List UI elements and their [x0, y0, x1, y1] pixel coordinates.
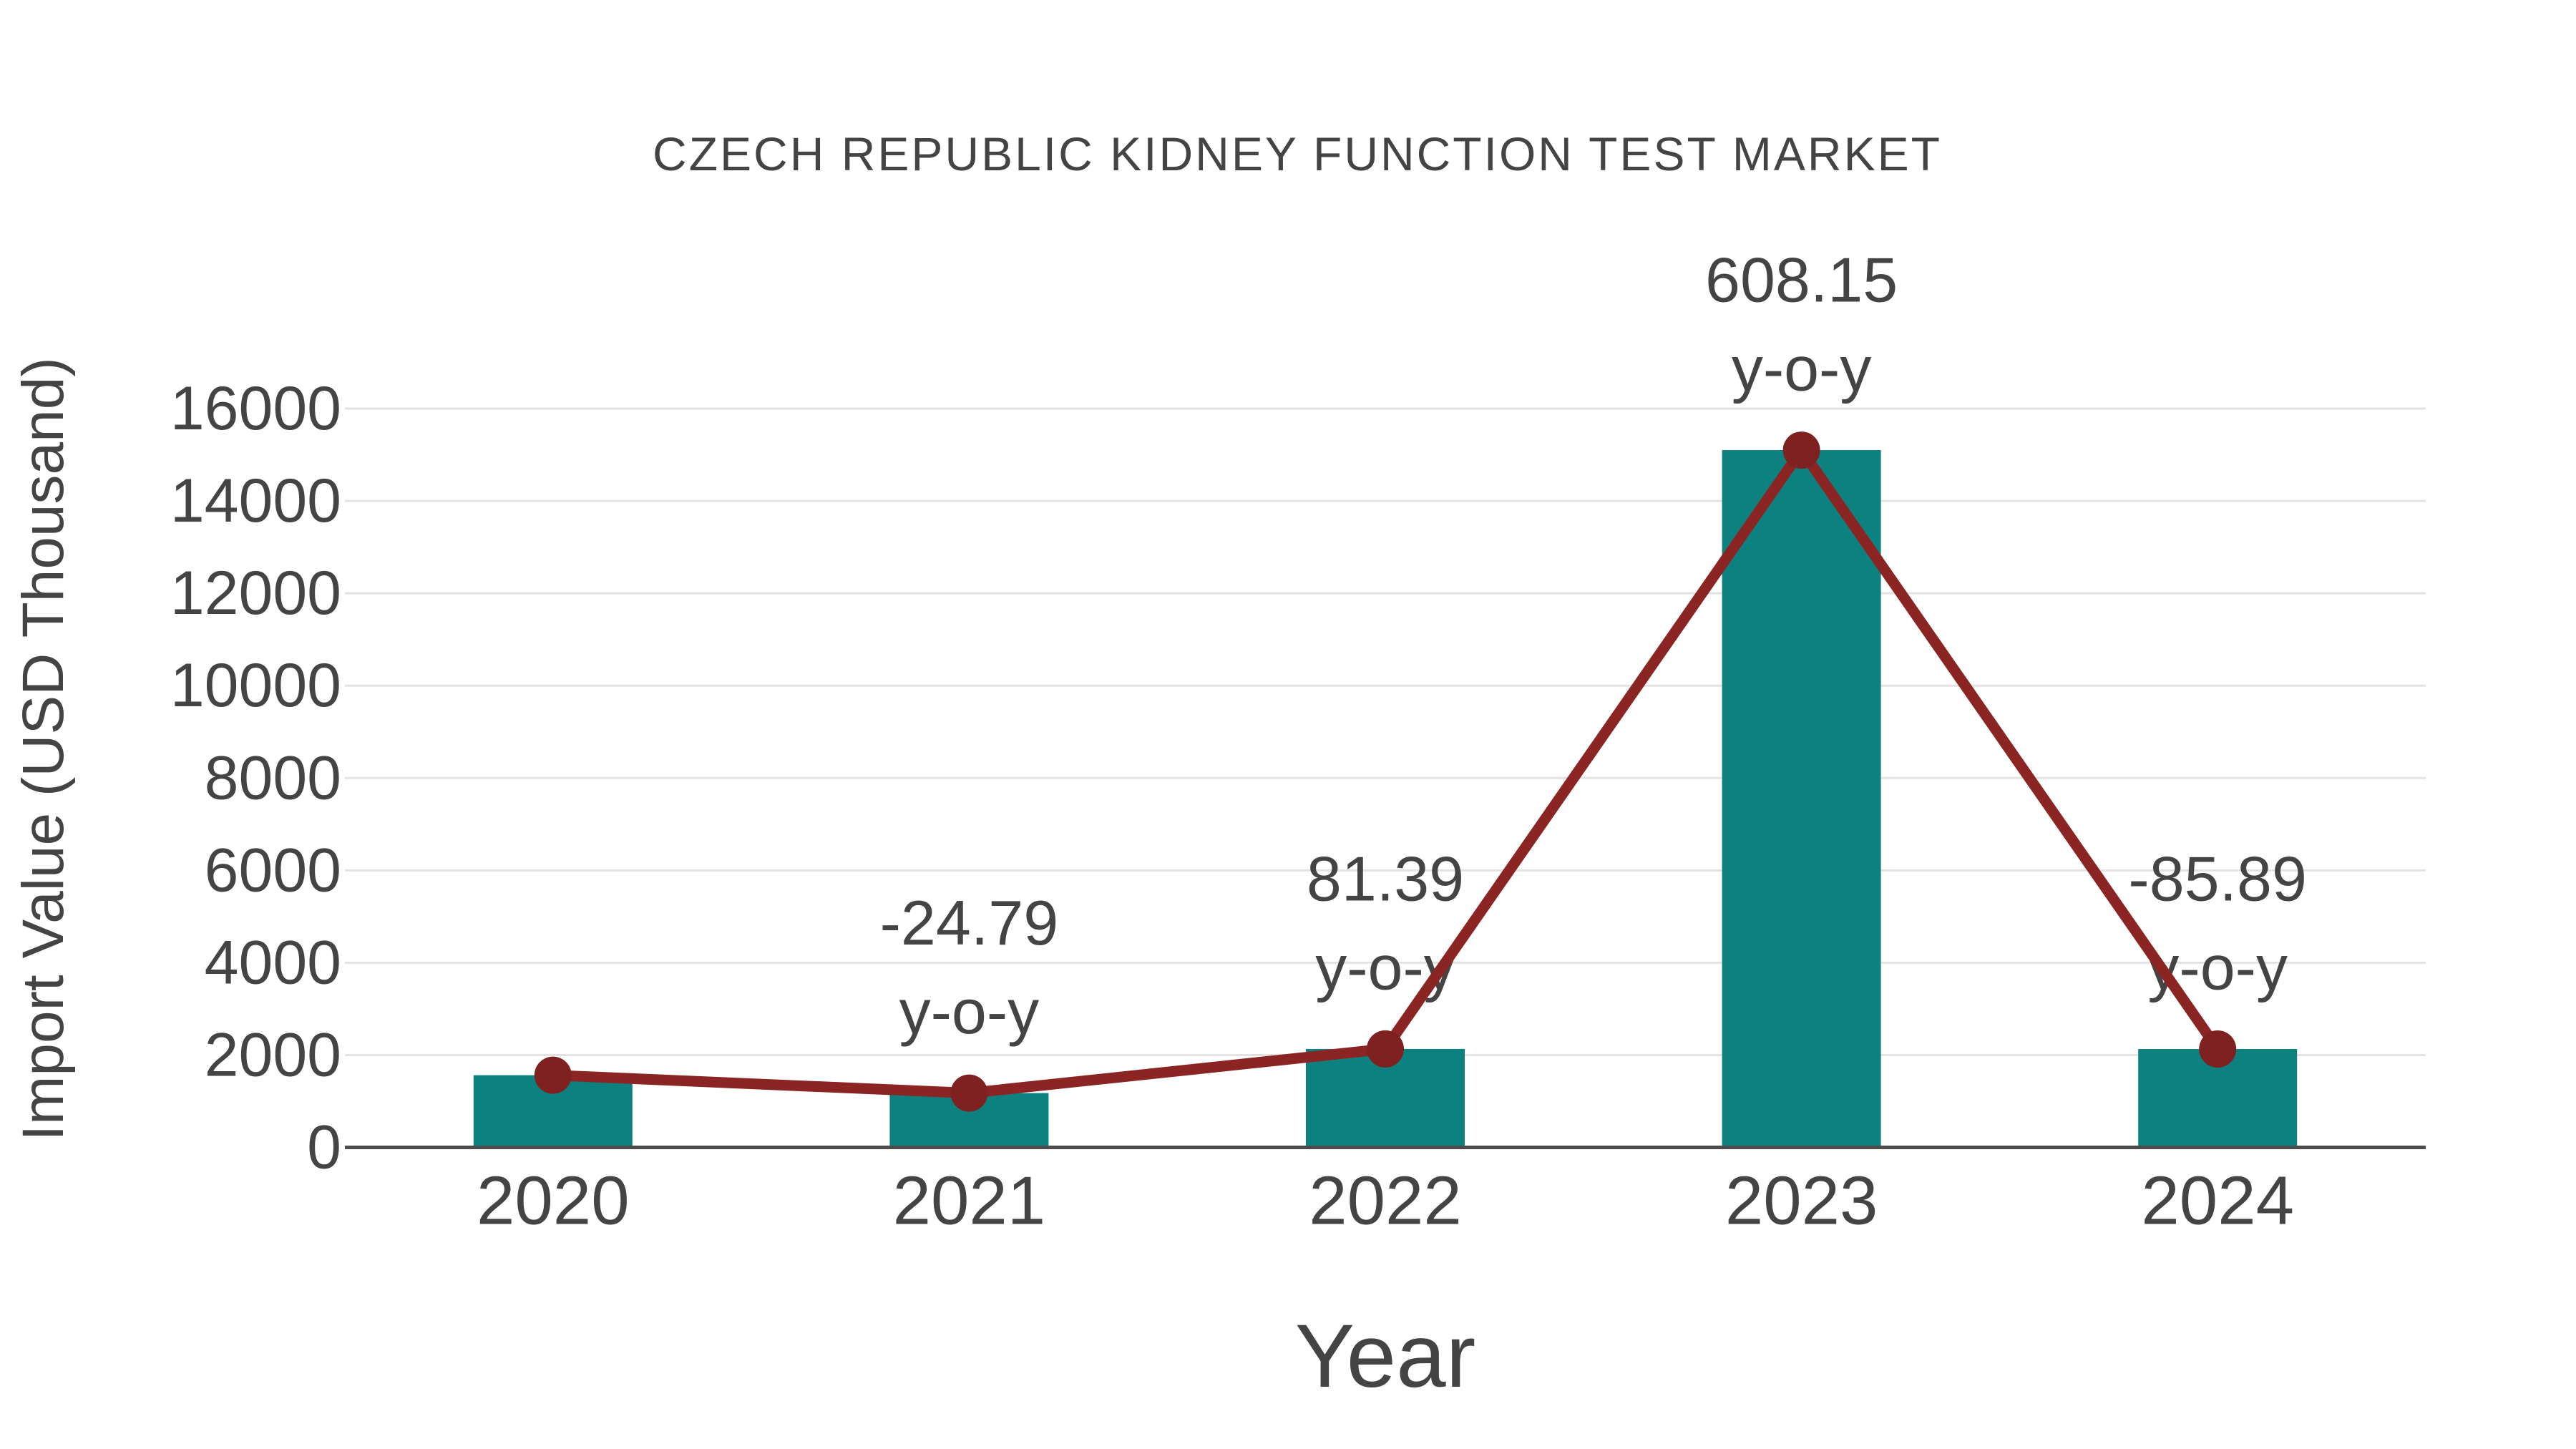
point-2024: [2199, 1030, 2237, 1068]
x-tick-2023: 2023: [1725, 1163, 1878, 1239]
annotations-group: -24.79 y-o-y 81.39 y-o-y 608.15 y-o-y -85.89 y-…: [880, 245, 2307, 1048]
point-2020: [534, 1056, 572, 1094]
annotation-2021-label: y-o-y: [899, 976, 1040, 1047]
y-tick-4000: 4000: [205, 928, 341, 997]
x-axis-tick-labels-group: 2020 2021 2022 2023 2024: [477, 1163, 2294, 1239]
line-series-group: [534, 431, 2237, 1112]
y-axis-tick-labels-group: 0 2000 4000 6000 8000 10000 12000 14000 16000: [170, 374, 341, 1182]
y-tick-8000: 8000: [205, 743, 341, 812]
chart-title: CZECH REPUBLIC KIDNEY FUNCTION TEST MARK…: [653, 127, 1942, 180]
annotation-2021-value: -24.79: [880, 887, 1059, 958]
y-tick-10000: 10000: [170, 651, 341, 720]
annotation-2024-value: -85.89: [2128, 843, 2307, 914]
annotation-2022-value: 81.39: [1307, 843, 1464, 914]
y-tick-14000: 14000: [170, 467, 341, 535]
x-tick-2022: 2022: [1309, 1163, 1462, 1239]
y-tick-6000: 6000: [205, 836, 341, 904]
point-2021: [950, 1074, 988, 1112]
annotation-2023-label: y-o-y: [1732, 333, 1872, 404]
bar-series-group: [473, 450, 2298, 1148]
gridlines-group: [345, 407, 2426, 1056]
x-tick-2024: 2024: [2141, 1163, 2294, 1239]
point-2022: [1367, 1030, 1404, 1068]
bar-2023: [1722, 450, 1881, 1148]
annotation-2023-value: 608.15: [1705, 245, 1898, 316]
x-tick-2021: 2021: [893, 1163, 1046, 1239]
y-tick-0: 0: [307, 1113, 341, 1182]
point-2023: [1782, 431, 1820, 469]
y-tick-2000: 2000: [205, 1020, 341, 1089]
y-tick-16000: 16000: [170, 374, 341, 443]
y-tick-12000: 12000: [170, 559, 341, 628]
annotation-2022-label: y-o-y: [1315, 932, 1455, 1002]
x-axis-title: Year: [1295, 1307, 1476, 1406]
annotation-2024-label: y-o-y: [2147, 932, 2288, 1002]
y-axis-title: Import Value (USD Thousand): [11, 357, 76, 1141]
x-tick-2020: 2020: [477, 1163, 630, 1239]
